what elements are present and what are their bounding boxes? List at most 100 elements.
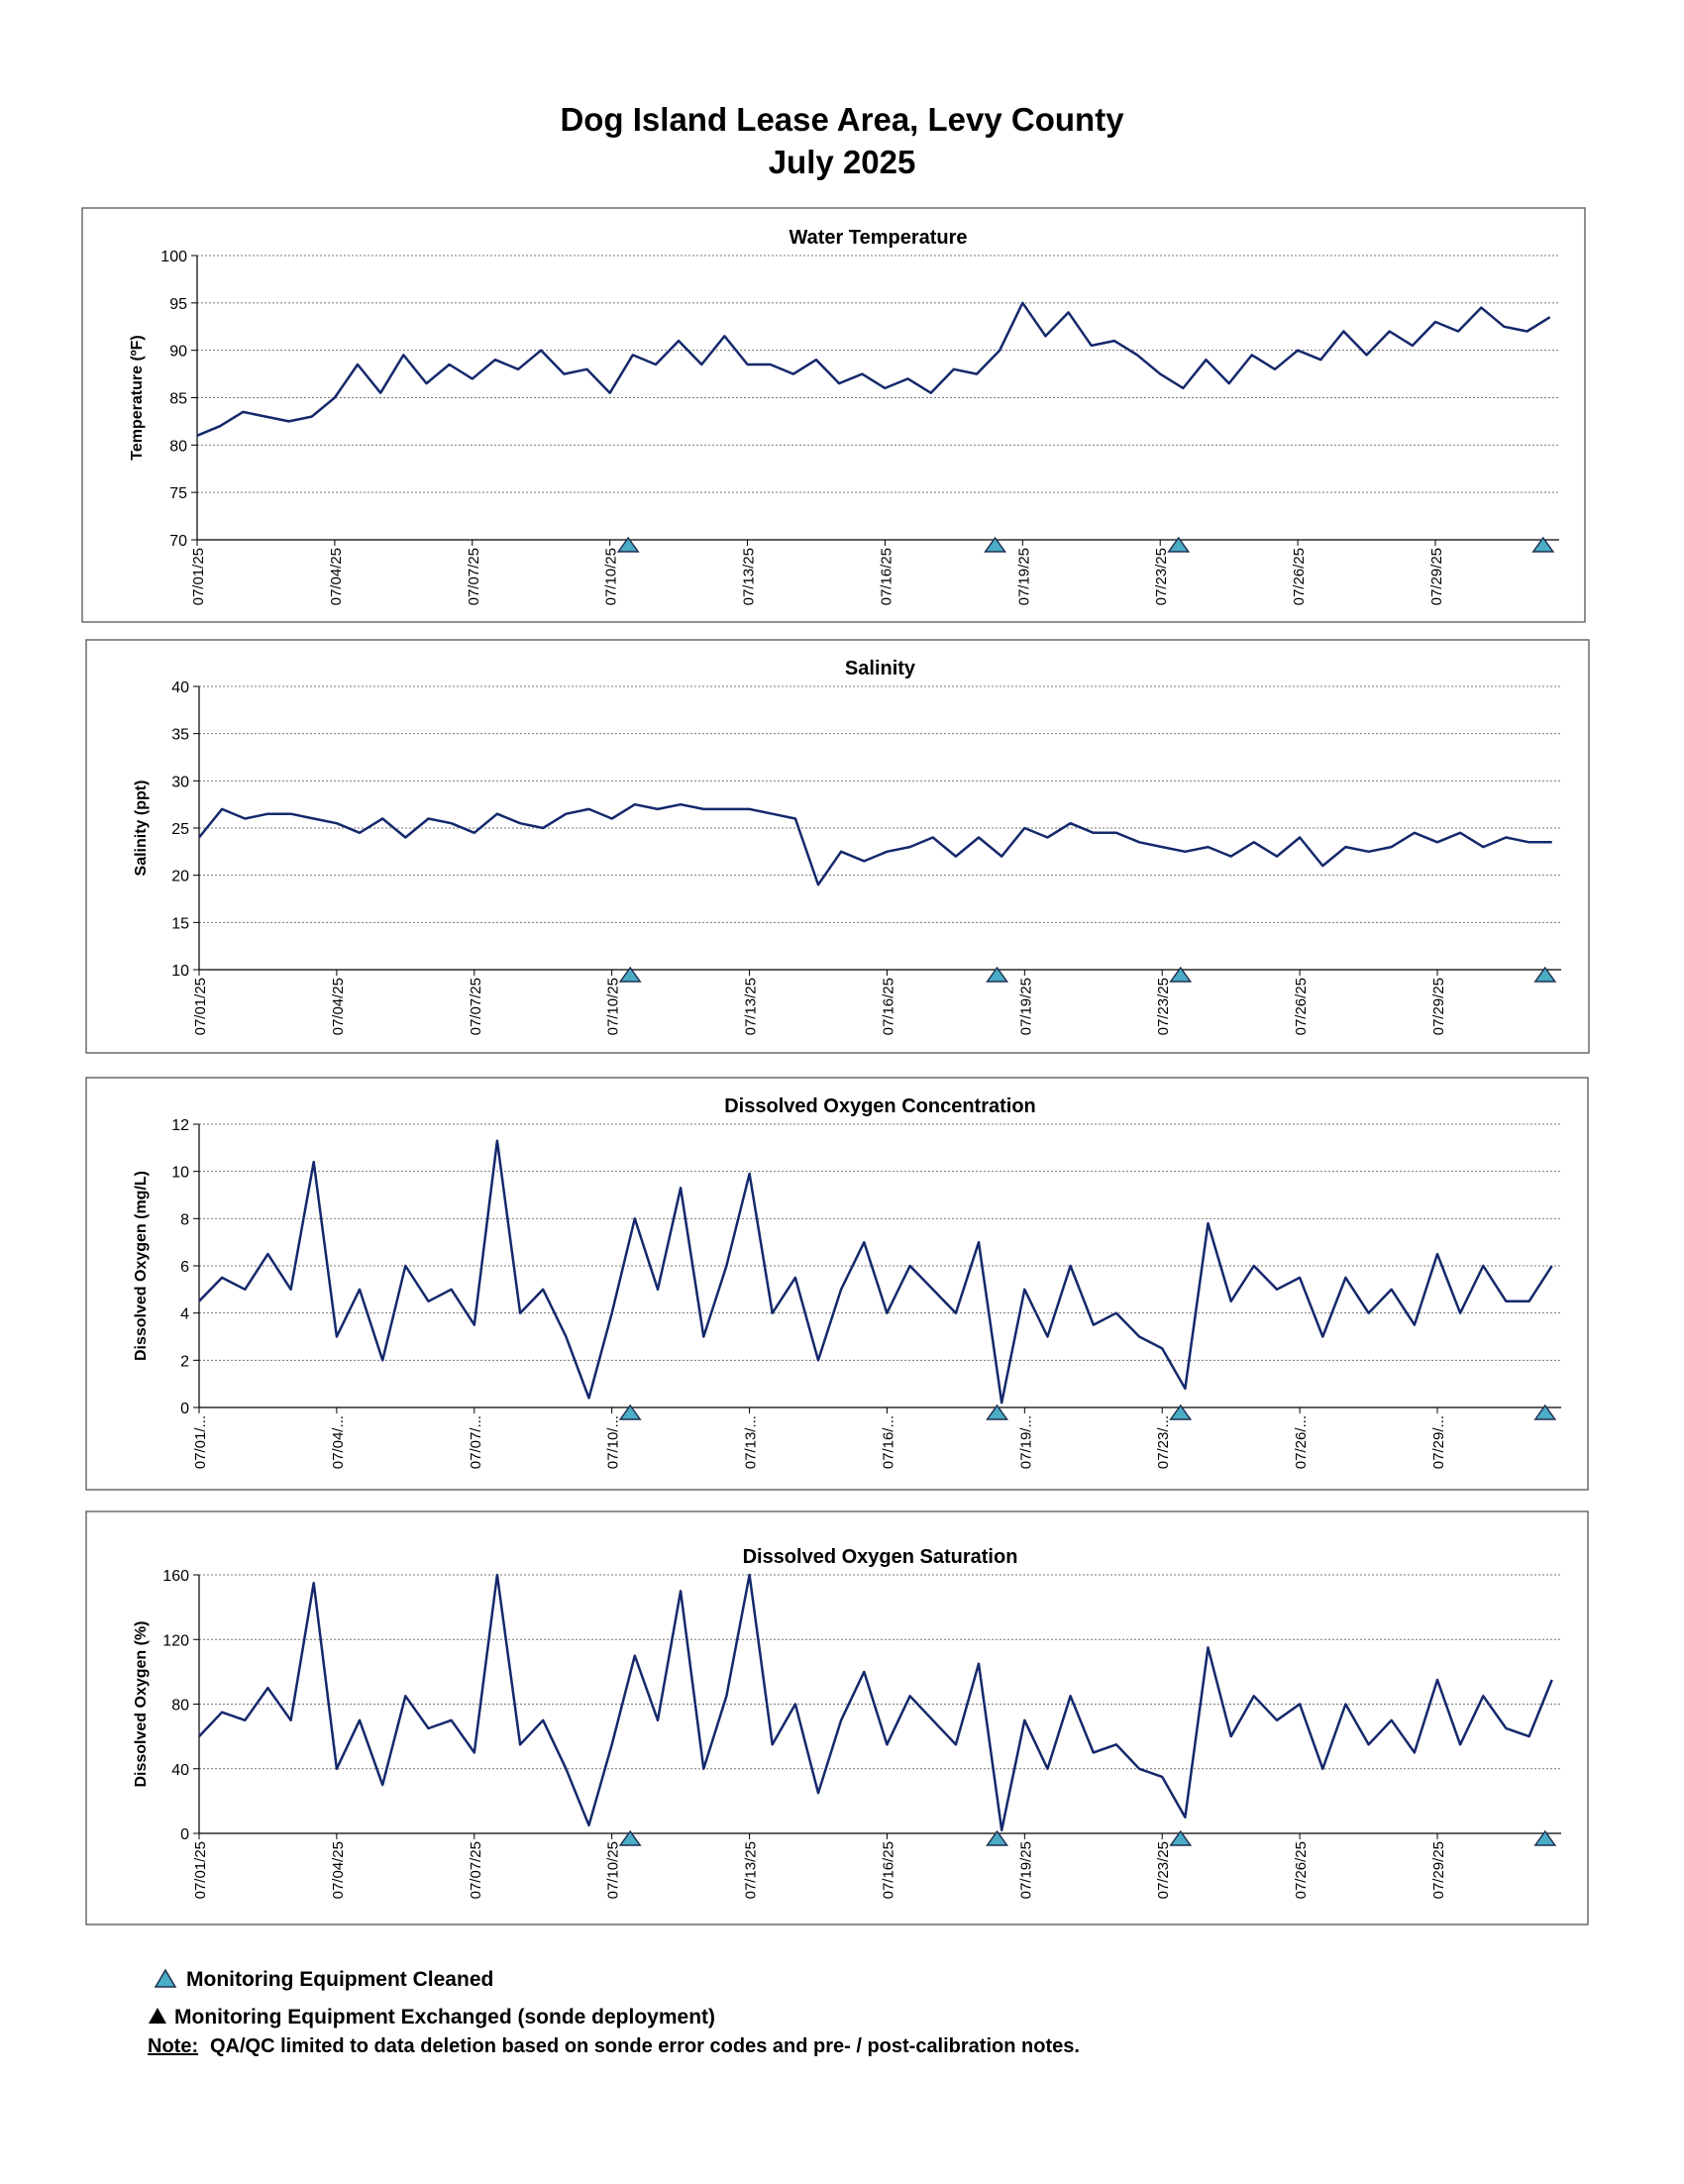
y-tick-label: 70 (169, 533, 187, 550)
cleaned-marker (1169, 966, 1193, 983)
chart-title: Salinity (845, 658, 916, 679)
x-tick-label: 07/13/25 (743, 978, 760, 1035)
chart: Dissolved Oxygen Saturation Dissolved Oxy… (85, 1510, 1589, 1925)
cleaned-marker (618, 966, 642, 983)
x-tick-label: 07/16/... (880, 1415, 896, 1469)
subtitle: July 2025 (769, 144, 916, 180)
y-tick-label: 2 (180, 1353, 189, 1370)
y-tick-label: 4 (180, 1306, 189, 1323)
cleaned-marker (1533, 966, 1557, 983)
y-tick-label: 30 (171, 774, 189, 790)
x-tick-label: 07/29/... (1430, 1415, 1447, 1469)
cleaned-marker (1167, 536, 1191, 553)
x-tick-label: 07/13/25 (741, 548, 758, 605)
chart-title: Dissolved Oxygen Saturation (743, 1546, 1018, 1568)
legend-cleaned: Monitoring Equipment Cleaned (186, 1968, 493, 1991)
y-tick-label: 12 (171, 1117, 189, 1134)
x-tick-label: 07/19/... (1017, 1415, 1034, 1469)
chart-frame (85, 1077, 1589, 1491)
x-tick-label: 07/04/... (330, 1415, 347, 1469)
note-label: Note: (148, 2035, 198, 2057)
y-tick-label: 85 (169, 391, 187, 408)
x-tick-label: 07/26/... (1293, 1415, 1310, 1469)
legend-cleaned-icon (154, 1968, 177, 1988)
x-tick-label: 07/19/25 (1017, 1841, 1034, 1899)
chart-frame (85, 1510, 1589, 1925)
y-tick-label: 10 (171, 1165, 189, 1182)
x-tick-label: 07/16/25 (878, 548, 895, 605)
x-tick-label: 07/26/25 (1291, 548, 1308, 605)
y-tick-label: 90 (169, 344, 187, 361)
data-line (198, 1573, 1553, 1831)
x-tick-label: 07/10/25 (605, 978, 622, 1035)
x-tick-label: 07/01/... (192, 1415, 209, 1469)
y-tick-label: 100 (160, 249, 187, 265)
y-tick-label: 15 (171, 915, 189, 932)
y-tick-label: 80 (169, 438, 187, 455)
x-tick-label: 07/16/25 (880, 1841, 896, 1899)
cleaned-marker (1169, 1829, 1193, 1846)
cleaned-marker (1531, 536, 1555, 553)
x-tick-label: 07/04/25 (328, 548, 345, 605)
x-tick-label: 07/23/25 (1153, 548, 1170, 605)
data-line (198, 802, 1552, 886)
cleaned-marker (986, 966, 1009, 983)
x-tick-label: 07/07/... (468, 1415, 484, 1469)
x-tick-label: 07/01/25 (190, 548, 207, 605)
note-text: QA/QC limited to data deletion based on … (210, 2035, 1080, 2057)
x-tick-label: 07/23/25 (1155, 1841, 1172, 1899)
x-tick-label: 07/23/25 (1155, 978, 1172, 1035)
y-tick-label: 75 (169, 485, 187, 502)
y-tick-label: 6 (180, 1259, 189, 1276)
y-tick-label: 0 (180, 1401, 189, 1417)
y-tick-label: 35 (171, 727, 189, 744)
x-tick-label: 07/10/... (605, 1415, 622, 1469)
cleaned-marker (1533, 1404, 1557, 1420)
x-tick-label: 07/19/25 (1017, 978, 1034, 1035)
y-tick-label: 10 (171, 963, 189, 980)
y-tick-label: 80 (171, 1698, 189, 1715)
cleaned-marker (986, 1404, 1009, 1420)
x-tick-label: 07/29/25 (1430, 1841, 1447, 1899)
y-tick-label: 40 (171, 1762, 189, 1779)
data-line (198, 1139, 1553, 1404)
cleaned-marker (618, 1829, 642, 1846)
x-tick-label: 07/07/25 (466, 548, 482, 605)
y-tick-label: 8 (180, 1211, 189, 1228)
y-tick-label: 20 (171, 869, 189, 885)
x-tick-label: 07/13/25 (743, 1841, 760, 1899)
cleaned-marker (1533, 1829, 1557, 1846)
y-axis-label: Dissolved Oxygen (%) (133, 1620, 150, 1787)
x-tick-label: 07/29/25 (1428, 548, 1445, 605)
x-tick-label: 07/26/25 (1293, 1841, 1310, 1899)
cleaned-marker (618, 1404, 642, 1420)
x-tick-label: 07/07/25 (468, 1841, 484, 1899)
chart: Dissolved Oxygen Concentration Dissolved … (85, 1077, 1589, 1491)
x-tick-label: 07/07/25 (468, 978, 484, 1035)
y-tick-label: 160 (162, 1568, 189, 1585)
chart-frame (85, 639, 1590, 1054)
cleaned-marker (616, 536, 640, 553)
y-tick-label: 0 (180, 1826, 189, 1843)
y-tick-label: 95 (169, 296, 187, 313)
chart: Salinity Salinity (ppt) 10 15 20 25 30 35 40 07/0… (85, 639, 1590, 1054)
chart-title: Dissolved Oxygen Concentration (724, 1095, 1036, 1117)
x-tick-label: 07/23/... (1155, 1415, 1172, 1469)
cleaned-marker (986, 1829, 1009, 1846)
title: Dog Island Lease Area, Levy County (560, 101, 1124, 138)
y-axis-label: Salinity (ppt) (133, 780, 150, 877)
chart-frame (81, 207, 1586, 623)
x-tick-label: 07/04/25 (330, 1841, 347, 1899)
x-tick-label: 07/13/... (743, 1415, 760, 1469)
y-tick-label: 120 (162, 1632, 189, 1649)
x-tick-label: 07/01/25 (192, 978, 209, 1035)
chart: Water Temperature Temperature (ºF) 70 75 80 8… (81, 207, 1586, 623)
y-tick-label: 25 (171, 821, 189, 838)
x-tick-label: 07/29/25 (1430, 978, 1447, 1035)
x-tick-label: 07/04/25 (330, 978, 347, 1035)
chart-title: Water Temperature (789, 227, 967, 249)
x-tick-label: 07/26/25 (1293, 978, 1310, 1035)
cleaned-marker (1169, 1404, 1193, 1420)
